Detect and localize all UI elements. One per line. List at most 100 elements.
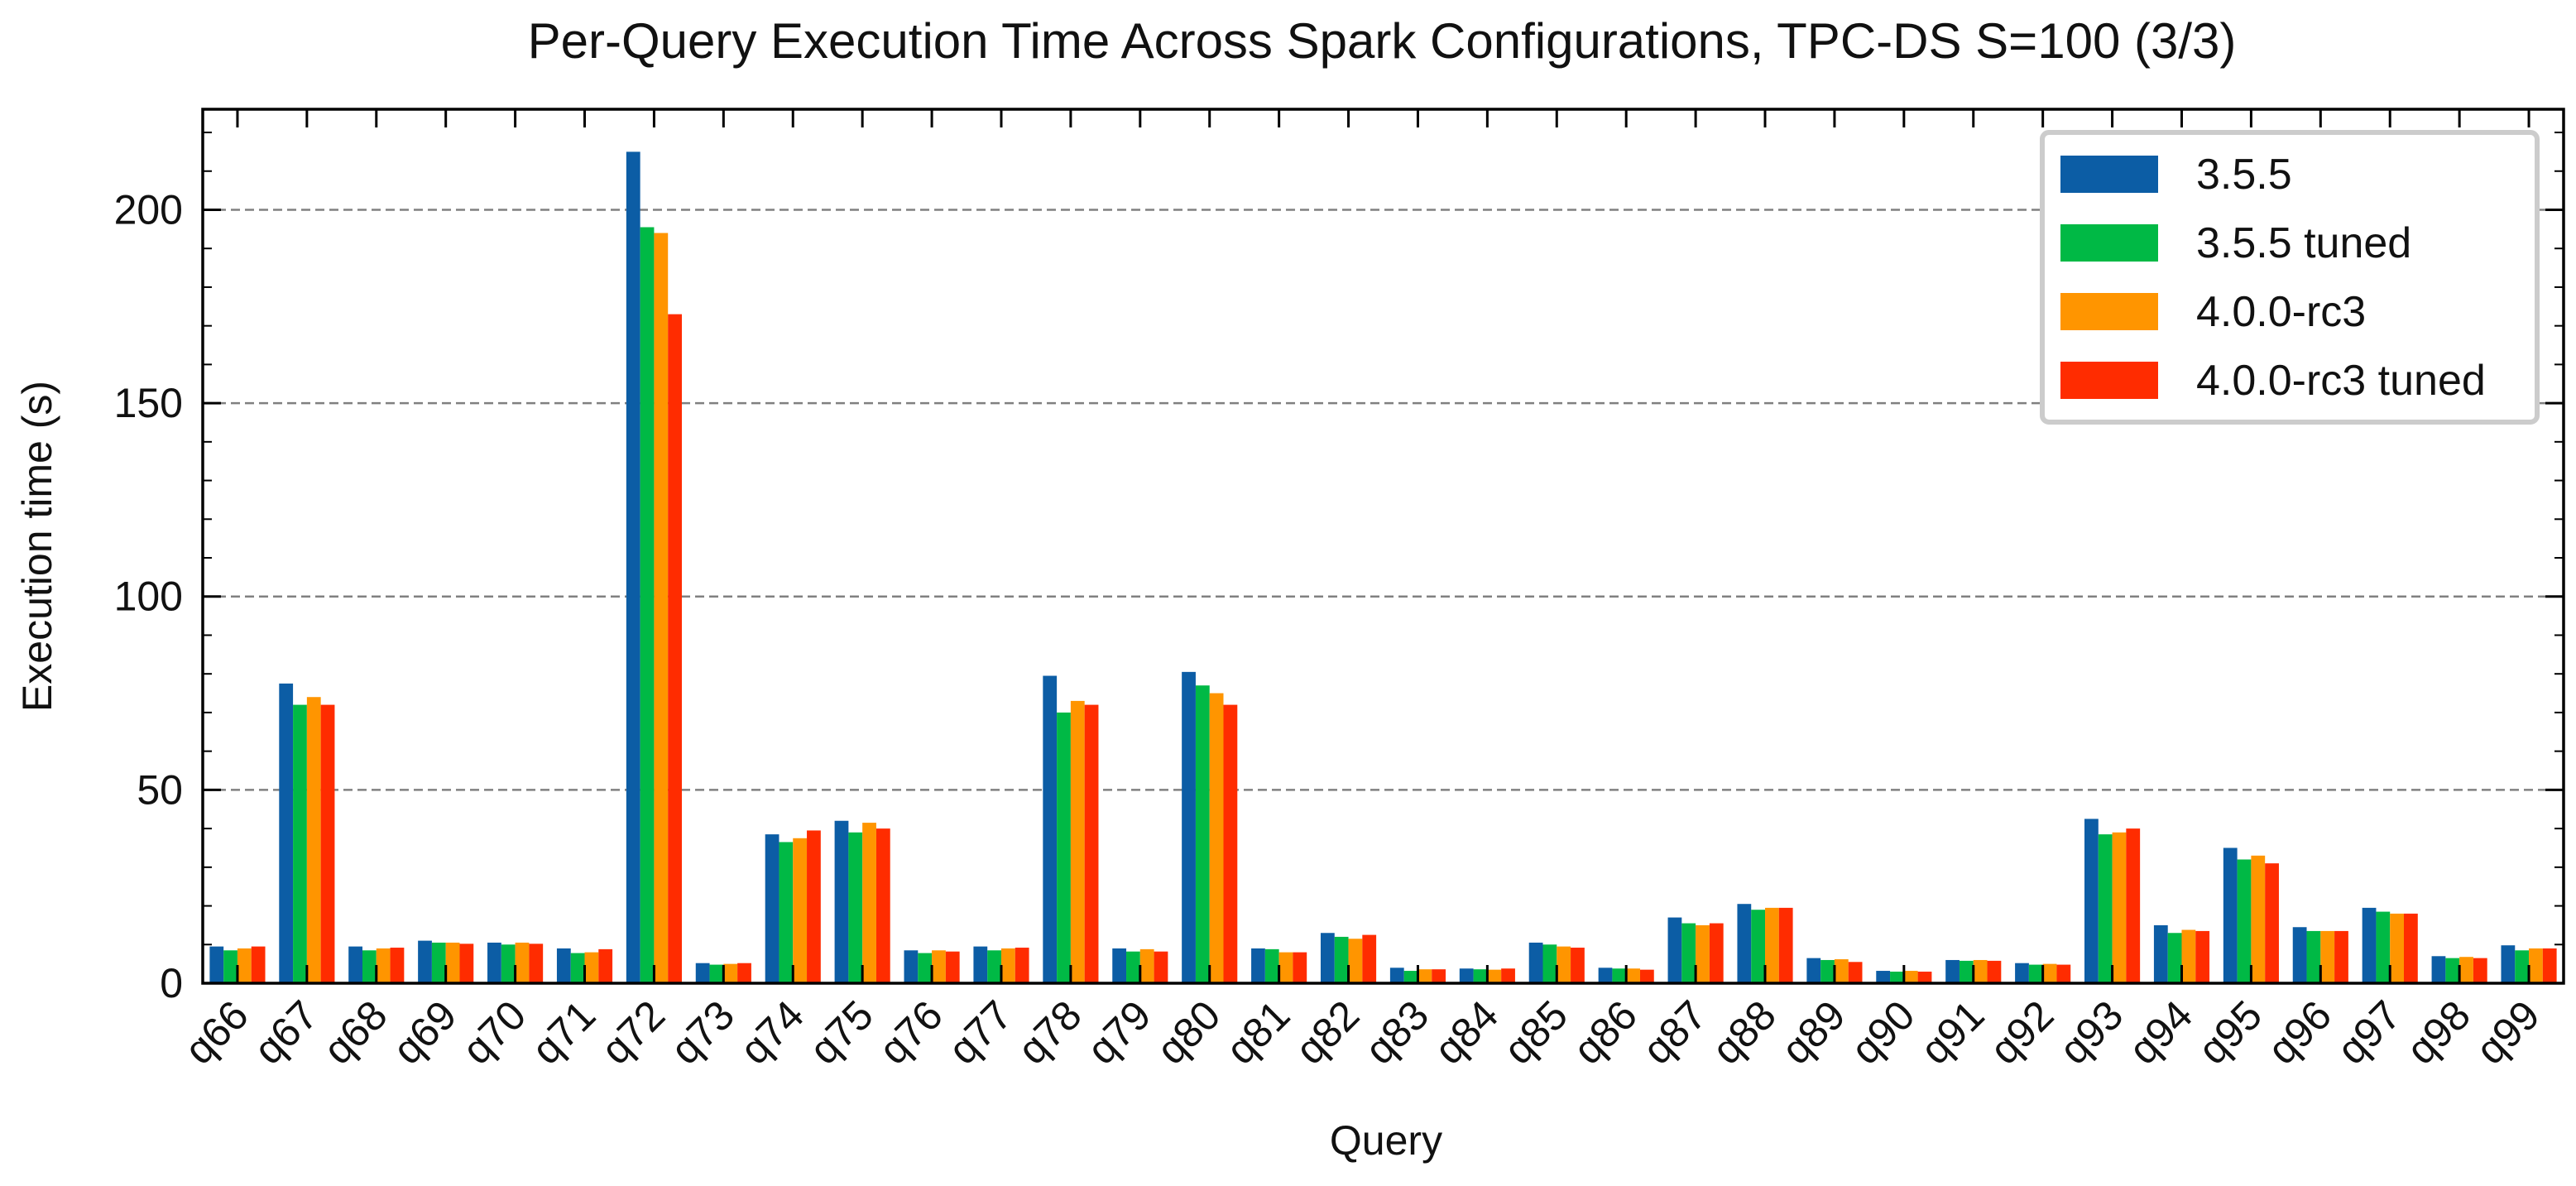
bar-q87-3-5-5	[1667, 917, 1682, 983]
bar-q96-4-0-0-rc3	[2320, 930, 2335, 983]
bar-q78-4-0-0-rc3	[1070, 700, 1085, 983]
bar-q77-4-0-0-rc3-tuned	[1015, 948, 1029, 983]
bar-q74-3-5-5	[765, 834, 780, 983]
bar-q93-4-0-0-rc3	[2112, 832, 2127, 983]
bar-q82-3-5-5	[1320, 933, 1335, 983]
bar-q76-4-0-0-rc3-tuned	[945, 951, 960, 983]
bar-q78-3-5-5-tuned	[1057, 712, 1071, 983]
bar-q85-3-5-5-tuned	[1542, 944, 1557, 983]
bar-q79-4-0-0-rc3-tuned	[1154, 951, 1168, 983]
bar-q94-4-0-0-rc3	[2181, 929, 2196, 983]
bar-q87-3-5-5-tuned	[1681, 923, 1696, 983]
bar-q86-4-0-0-rc3-tuned	[1639, 969, 1654, 983]
bar-q81-4-0-0-rc3-tuned	[1293, 952, 1307, 983]
bar-q84-4-0-0-rc3	[1487, 969, 1502, 983]
bar-q83-4-0-0-rc3-tuned	[1432, 969, 1446, 983]
bar-q80-4-0-0-rc3-tuned	[1223, 704, 1238, 983]
bar-q83-3-5-5-tuned	[1403, 971, 1418, 983]
y-tick-label: 0	[160, 960, 183, 1006]
legend-swatch	[2060, 362, 2158, 399]
bar-q95-4-0-0-rc3	[2251, 855, 2266, 983]
bar-q72-3-5-5-tuned	[640, 227, 655, 983]
plot-frame	[201, 108, 2565, 985]
bar-q90-4-0-0-rc3-tuned	[1917, 971, 1932, 983]
bar-q76-3-5-5-tuned	[918, 953, 933, 983]
bar-q67-4-0-0-rc3	[306, 697, 321, 983]
bar-q79-4-0-0-rc3	[1139, 948, 1154, 983]
y-tick-label: 200	[114, 186, 183, 233]
bar-q99-4-0-0-rc3-tuned	[2542, 948, 2557, 983]
bar-q92-4-0-0-rc3	[2042, 963, 2057, 983]
bar-q77-3-5-5-tuned	[987, 950, 1001, 983]
bar-q93-3-5-5	[2084, 819, 2099, 983]
bar-q78-3-5-5	[1043, 675, 1058, 983]
bar-q96-3-5-5	[2292, 927, 2307, 983]
bar-q87-4-0-0-rc3-tuned	[1709, 923, 1724, 983]
bar-q77-4-0-0-rc3	[1000, 948, 1015, 983]
bar-q74-4-0-0-rc3-tuned	[807, 830, 821, 983]
bar-q90-3-5-5-tuned	[1890, 971, 1904, 983]
bar-q72-4-0-0-rc3-tuned	[668, 314, 682, 984]
bar-q96-4-0-0-rc3-tuned	[2334, 930, 2348, 983]
bar-q75-4-0-0-rc3	[862, 823, 876, 983]
bar-q89-3-5-5-tuned	[1820, 959, 1835, 983]
bar-q69-4-0-0-rc3-tuned	[459, 944, 474, 983]
bar-q75-3-5-5-tuned	[848, 832, 863, 983]
bar-q69-4-0-0-rc3	[445, 942, 460, 983]
bar-q90-4-0-0-rc3	[1903, 971, 1918, 983]
bar-q91-3-5-5	[1945, 959, 1960, 983]
bar-q82-4-0-0-rc3-tuned	[1362, 934, 1377, 983]
bar-q70-3-5-5-tuned	[501, 944, 516, 983]
bar-q67-3-5-5	[279, 683, 294, 983]
legend-swatch	[2060, 156, 2158, 193]
bar-q87-4-0-0-rc3	[1696, 924, 1710, 983]
bar-q71-4-0-0-rc3	[584, 952, 599, 983]
legend-swatch	[2060, 224, 2158, 262]
bar-q71-3-5-5-tuned	[570, 953, 585, 983]
bars	[209, 151, 2557, 984]
bar-q89-4-0-0-rc3	[1834, 959, 1849, 983]
bar-q95-4-0-0-rc3-tuned	[2265, 863, 2279, 983]
bar-q84-3-5-5	[1459, 968, 1474, 983]
legend-label: 3.5.5	[2196, 151, 2292, 199]
bar-q68-4-0-0-rc3	[376, 948, 391, 983]
y-axis: 0 50 100 150 200	[114, 132, 2564, 1006]
bar-q74-4-0-0-rc3	[793, 838, 808, 983]
bar-q68-3-5-5-tuned	[362, 950, 377, 983]
chart-title: Per-Query Execution Time Across Spark Co…	[528, 13, 2237, 69]
bar-q83-4-0-0-rc3	[1418, 969, 1432, 983]
bar-q88-4-0-0-rc3	[1765, 907, 1779, 983]
bar-q99-4-0-0-rc3	[2529, 948, 2543, 983]
bar-q72-3-5-5	[626, 151, 640, 984]
bar-q68-4-0-0-rc3-tuned	[390, 948, 405, 983]
bar-q74-3-5-5-tuned	[779, 842, 794, 983]
bar-q92-3-5-5-tuned	[2028, 964, 2043, 983]
bar-q66-4-0-0-rc3	[237, 948, 252, 983]
bar-q73-4-0-0-rc3	[723, 963, 738, 983]
bar-q97-3-5-5	[2362, 907, 2377, 983]
bar-q93-4-0-0-rc3-tuned	[2126, 828, 2141, 983]
bar-q92-3-5-5	[2015, 963, 2029, 983]
bar-q97-4-0-0-rc3	[2390, 913, 2405, 983]
bar-q95-3-5-5	[2223, 847, 2238, 983]
y-tick-label: 50	[137, 766, 183, 813]
bar-q80-3-5-5-tuned	[1195, 685, 1210, 983]
bar-q86-4-0-0-rc3	[1626, 968, 1640, 983]
bar-q77-3-5-5	[973, 946, 988, 983]
bar-q85-3-5-5	[1528, 942, 1543, 983]
bar-q84-3-5-5-tuned	[1473, 969, 1488, 983]
bar-q94-3-5-5-tuned	[2167, 933, 2182, 983]
bar-q78-4-0-0-rc3-tuned	[1084, 704, 1099, 983]
bar-q80-4-0-0-rc3	[1209, 693, 1224, 983]
bar-q99-3-5-5	[2501, 945, 2516, 983]
bar-q73-3-5-5-tuned	[709, 964, 724, 983]
bar-q73-3-5-5	[695, 963, 710, 983]
bar-q72-4-0-0-rc3	[654, 233, 669, 984]
bar-q89-3-5-5	[1806, 958, 1821, 983]
bar-q75-4-0-0-rc3-tuned	[875, 828, 890, 983]
bar-q98-3-5-5-tuned	[2445, 958, 2460, 983]
bar-q97-3-5-5-tuned	[2376, 911, 2391, 983]
bar-q91-4-0-0-rc3-tuned	[1987, 960, 2002, 983]
bar-q86-3-5-5-tuned	[1612, 968, 1627, 983]
